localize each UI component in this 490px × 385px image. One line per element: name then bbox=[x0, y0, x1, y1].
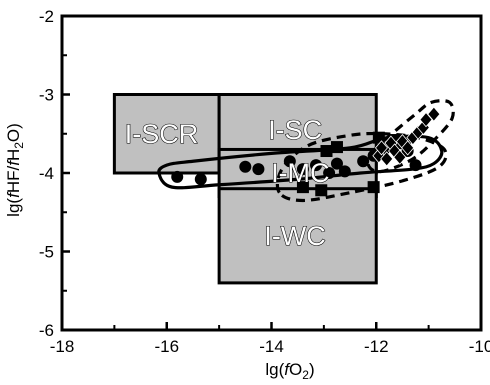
circle-point bbox=[171, 170, 184, 183]
x-tick-label: -10 bbox=[469, 337, 490, 356]
field-i-scr bbox=[112, 93, 221, 175]
diamond-point bbox=[374, 140, 389, 156]
diamond-point bbox=[419, 112, 433, 128]
circle-point bbox=[310, 159, 323, 172]
circle-point bbox=[252, 163, 265, 176]
field-label-i-scr: I-SCR bbox=[125, 119, 199, 149]
square-point bbox=[315, 184, 328, 197]
circle-point bbox=[239, 160, 252, 173]
circle-point bbox=[194, 173, 207, 186]
diamond-point bbox=[427, 106, 441, 122]
envelope-curves bbox=[157, 99, 455, 203]
square-point bbox=[320, 145, 333, 158]
circle-point bbox=[330, 157, 343, 170]
square-point bbox=[330, 141, 343, 154]
y-axis-label: lg(fHF/fH2O) bbox=[4, 123, 26, 217]
envelope-dashed-3 bbox=[366, 99, 455, 174]
diamond-point bbox=[380, 151, 394, 167]
x-tick-label: -14 bbox=[259, 337, 284, 356]
circle-point bbox=[296, 163, 309, 176]
y-tick-label: -2 bbox=[39, 7, 54, 26]
square-point bbox=[372, 131, 385, 144]
axis-ticks: -18 -16 -14 -12 -10 -6 -5 -4 -3 -2 bbox=[39, 7, 490, 356]
data-markers bbox=[171, 106, 441, 197]
circle-point bbox=[323, 167, 336, 179]
x-tick-label: -12 bbox=[364, 337, 389, 356]
field-label-i-mc: I-MC bbox=[271, 158, 329, 188]
field-label-i-sc: I-SC bbox=[268, 115, 322, 145]
diamond-point bbox=[401, 140, 415, 156]
y-tick-label: -3 bbox=[39, 86, 54, 105]
field-label-i-wc: I-WC bbox=[264, 221, 325, 251]
circle-point bbox=[409, 159, 422, 172]
y-tick-label: -4 bbox=[39, 164, 54, 183]
circle-point bbox=[338, 165, 351, 178]
x-tick-label: -16 bbox=[154, 337, 179, 356]
circle-point bbox=[283, 155, 296, 168]
field-i-wc bbox=[217, 187, 378, 285]
diamond-point bbox=[393, 149, 407, 165]
x-axis-label: lg(fO2) bbox=[265, 360, 314, 382]
field-labels: I-SCR I-SC I-MC I-WC bbox=[124, 114, 330, 251]
square-point bbox=[367, 181, 380, 194]
circle-point bbox=[357, 155, 370, 168]
y-tick-label: -5 bbox=[39, 243, 54, 262]
y-tick-label: -6 bbox=[39, 321, 54, 340]
x-tick-label: -18 bbox=[50, 337, 75, 356]
envelope-solid-1 bbox=[157, 134, 444, 190]
square-point bbox=[296, 181, 309, 194]
